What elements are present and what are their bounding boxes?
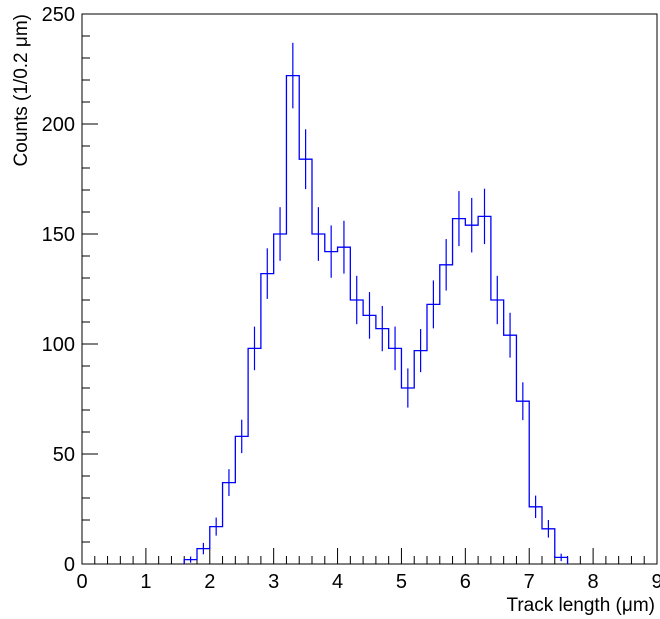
x-tick-label: 8 bbox=[588, 571, 599, 593]
x-tick-label: 2 bbox=[204, 571, 215, 593]
x-tick-label: 0 bbox=[76, 571, 87, 593]
x-tick-label: 3 bbox=[268, 571, 279, 593]
y-axis-title: Counts (1/0.2 μm) bbox=[11, 14, 32, 166]
y-tick-label: 200 bbox=[42, 114, 75, 136]
y-tick-label: 0 bbox=[64, 554, 75, 576]
tick-labels: 0 1 2 3 4 5 6 7 8 9 0 50 100 150 200 250 bbox=[42, 4, 660, 593]
y-tick-label: 150 bbox=[42, 224, 75, 246]
x-axis-title: Track length (μm) bbox=[506, 595, 655, 616]
histogram-outline bbox=[183, 74, 569, 564]
histogram-series bbox=[183, 42, 569, 564]
x-tick-label: 7 bbox=[524, 571, 535, 593]
y-tick-label: 100 bbox=[42, 334, 75, 356]
y-tick-label: 50 bbox=[53, 444, 75, 466]
plot-frame bbox=[81, 13, 658, 565]
x-tick-label: 4 bbox=[332, 571, 343, 593]
x-tick-label: 5 bbox=[396, 571, 407, 593]
axis-ticks bbox=[81, 13, 658, 565]
x-tick-label: 9 bbox=[651, 571, 660, 593]
x-tick-label: 6 bbox=[460, 571, 471, 593]
y-tick-label: 250 bbox=[42, 4, 75, 26]
x-tick-label: 1 bbox=[140, 571, 151, 593]
